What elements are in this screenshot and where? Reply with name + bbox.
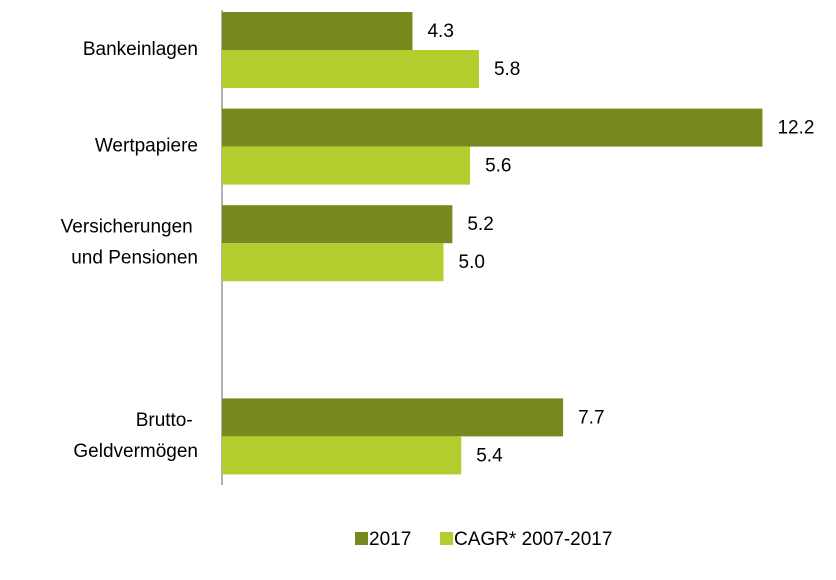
category-label: Brutto- Geldvermögen — [73, 410, 198, 462]
legend-swatch — [355, 532, 368, 545]
bar — [222, 12, 413, 50]
data-label: 5.8 — [494, 59, 520, 80]
legend-swatch — [440, 532, 453, 545]
bar — [222, 436, 462, 475]
category-label: Versicherungen und Pensionen — [61, 217, 198, 269]
data-label: 5.6 — [485, 156, 511, 177]
bar — [222, 398, 564, 437]
data-label: 12.2 — [777, 118, 814, 139]
category-label: Wertpapiere — [95, 136, 198, 157]
data-label: 5.0 — [459, 252, 485, 273]
data-label: 5.4 — [476, 445, 503, 466]
bar — [222, 108, 763, 147]
data-label: 7.7 — [578, 407, 604, 428]
bar — [222, 146, 471, 185]
bar — [222, 50, 479, 88]
category-label: Bankeinlagen — [83, 39, 198, 60]
bar — [222, 205, 453, 244]
legend-label: CAGR* 2007-2017 — [454, 529, 612, 550]
data-label: 4.3 — [427, 21, 453, 42]
data-label: 5.2 — [467, 214, 493, 235]
bar — [222, 243, 444, 282]
legend-label: 2017 — [369, 529, 411, 550]
